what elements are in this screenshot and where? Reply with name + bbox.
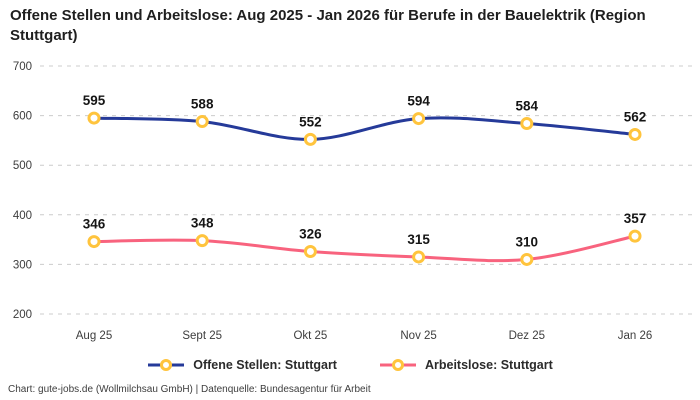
data-point-marker <box>520 252 534 266</box>
chart-legend: Offene Stellen: Stuttgart Arbeitslose: St… <box>0 352 700 378</box>
x-axis-tick-label: Aug 25 <box>76 330 112 342</box>
series-line <box>92 116 637 141</box>
data-point-marker <box>303 132 317 146</box>
x-axis-tick-label: Nov 25 <box>400 330 436 342</box>
chart-title: Offene Stellen und Arbeitslose: Aug 2025… <box>10 7 646 44</box>
legend-item: Arbeitslose: Stuttgart <box>379 358 553 372</box>
x-axis-tick-label: Jan 26 <box>618 330 653 342</box>
legend-item: Offene Stellen: Stuttgart <box>147 358 337 372</box>
data-point-label: 348 <box>191 216 214 231</box>
legend-label: Arbeitslose: Stuttgart <box>424 358 553 372</box>
data-point-label: 588 <box>191 97 214 112</box>
data-point-label: 310 <box>516 234 539 249</box>
data-point-label: 584 <box>516 99 539 114</box>
data-point-marker <box>87 111 101 125</box>
data-point-marker <box>303 245 317 259</box>
data-point-label: 346 <box>83 217 106 232</box>
data-point-marker <box>520 117 534 131</box>
data-point-marker <box>628 229 642 243</box>
data-point-label: 562 <box>624 109 647 124</box>
x-axis-tick-label: Okt 25 <box>293 330 327 342</box>
data-point-marker <box>195 234 209 248</box>
data-point-marker <box>195 115 209 129</box>
data-point-label: 595 <box>83 93 106 108</box>
legend-swatch-icon <box>379 359 416 371</box>
y-axis-tick-label: 700 <box>13 61 32 73</box>
data-point-label: 326 <box>299 227 322 242</box>
legend-label: Offene Stellen: Stuttgart <box>193 358 337 372</box>
legend-swatch-icon <box>148 359 185 371</box>
data-point-label: 357 <box>624 211 647 226</box>
chart-footer: Chart: gute-jobs.de (Wollmilchsau GmbH) … <box>8 384 371 395</box>
x-axis-tick-label: Sept 25 <box>182 330 222 342</box>
x-axis-tick-label: Dez 25 <box>509 330 545 342</box>
data-point-marker <box>87 235 101 249</box>
data-point-label: 315 <box>407 232 430 247</box>
data-point-marker <box>412 250 426 264</box>
y-axis-tick-label: 300 <box>13 259 32 271</box>
y-axis-tick-label: 600 <box>13 111 32 123</box>
data-point-marker <box>628 127 642 141</box>
y-axis-tick-label: 500 <box>13 160 32 172</box>
data-point-label: 594 <box>407 94 430 109</box>
y-axis-tick-label: 400 <box>13 210 32 222</box>
data-point-marker <box>412 112 426 126</box>
line-chart: 700 600 500 400 300 200 Aug 25 Sept 25 Okt 25 Nov… <box>13 61 692 342</box>
y-axis-tick-label: 200 <box>13 309 32 321</box>
series-line <box>92 234 637 263</box>
data-point-label: 552 <box>299 114 322 129</box>
